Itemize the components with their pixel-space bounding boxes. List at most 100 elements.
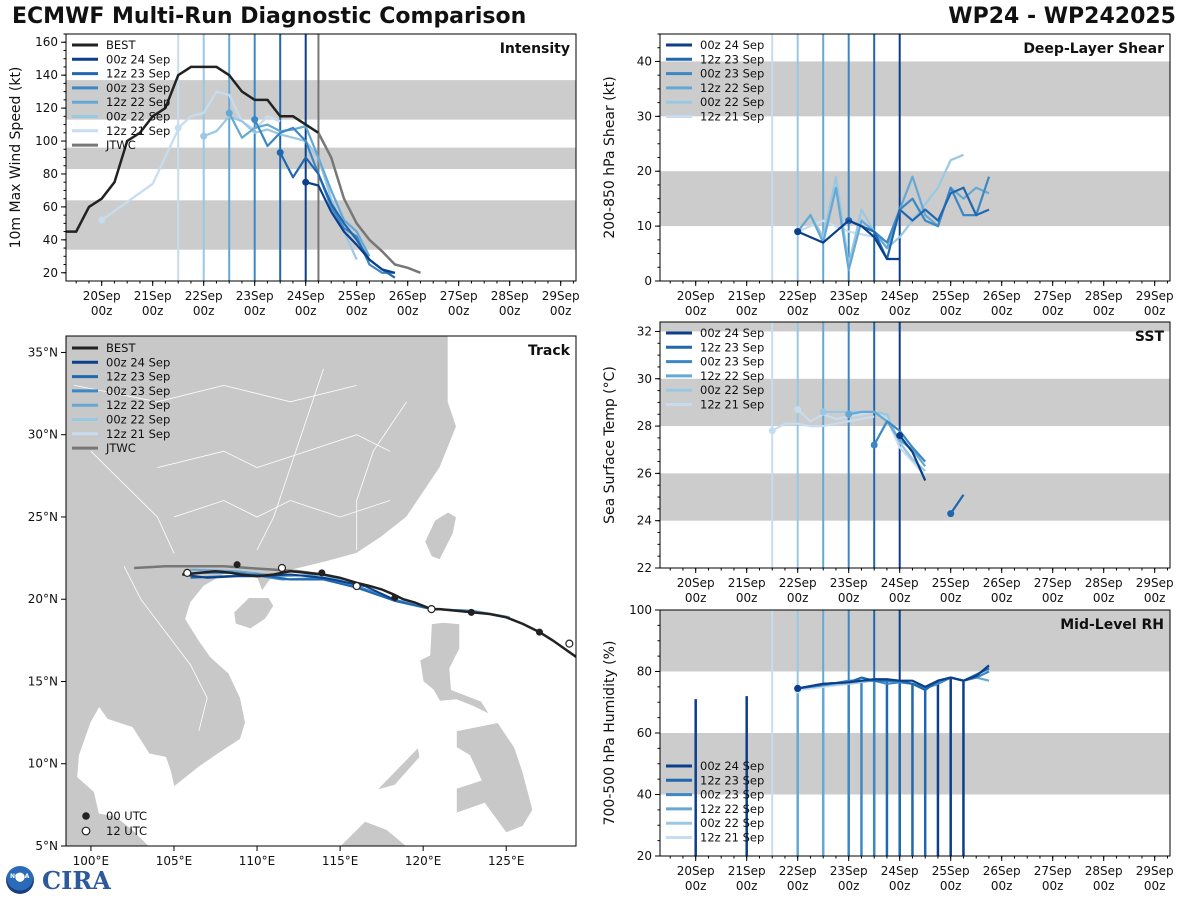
rh-band [660,610,1170,672]
sst-ytick-label: 28 [637,419,652,433]
sst-xtick-label: 26Sep [983,576,1021,590]
intensity-legend-label: BEST [106,38,136,52]
rh-legend-label: 12z 21 Sep [700,831,764,845]
rh-xtick-label: 00z [685,879,707,893]
shear-xtick-label: 29Sep [1136,289,1174,303]
intensity-legend-label: 00z 23 Sep [106,81,170,95]
sst-xtick-label: 25Sep [932,576,970,590]
sst-ytick-label: 26 [637,466,652,480]
intensity-jtwc-line [317,132,421,274]
intensity-xtick-label: 20Sep [83,289,121,303]
shear-xtick-label: 00z [787,304,809,318]
track-border-line [90,450,175,554]
sst-xtick-label: 00z [1042,591,1064,605]
rh-xtick-label: 22Sep [779,864,817,878]
intensity-xtick-label: 00z [448,304,470,318]
sst-xtick-label: 00z [736,591,758,605]
track-ytick-label: 5°N [35,839,58,853]
storm-id-label: WP24 - WP242025 [948,4,1176,29]
sst-series-start-dot [896,432,904,440]
shear-ytick-label: 10 [637,219,652,233]
sst-series-start-dot [845,410,853,418]
intensity-legend-label: JTWC [105,138,136,152]
rh-ytick-label: 100 [629,603,652,617]
sst-legend-label: 00z 22 Sep [700,383,764,397]
rh-ylabel: 700-500 hPa Humidity (%) [602,641,618,826]
track-marker-12utc [277,563,287,573]
track-border-line [123,566,208,731]
intensity-xtick-label: 00z [499,304,521,318]
rh-xtick-label: 27Sep [1034,864,1072,878]
track-map-area [66,336,576,846]
shear-xtick-label: 24Sep [881,289,919,303]
intensity-xtick-label: 28Sep [491,289,529,303]
rh-legend-label: 00z 23 Sep [700,788,764,802]
shear-series-start-dot [794,228,802,236]
intensity-xtick-label: 24Sep [287,289,325,303]
sst-xtick-label: 24Sep [881,576,919,590]
sst-xtick-label: 00z [889,591,911,605]
rh-legend-label: 12z 23 Sep [700,773,764,787]
rh-ytick-label: 80 [637,665,652,679]
track-marker-00utc [233,561,241,569]
intensity-xtick-label: 00z [397,304,419,318]
panel-track: 100°E 105°E 110°E 115°E 120°E 125°E 5°N 10°N 15°… [28,335,577,868]
sst-xtick-label: 20Sep [677,576,715,590]
intensity-ytick-label: 100 [35,134,58,148]
shear-ytick-label: 30 [637,109,652,123]
intensity-series-line [305,181,396,274]
track-legend-label: 12z 23 Sep [106,370,170,384]
shear-xtick-label: 28Sep [1085,289,1123,303]
intensity-ytick-label: 140 [35,68,58,82]
sst-legend-label: 00z 23 Sep [700,355,764,369]
track-border-line [74,384,357,403]
intensity-legend-label: 12z 23 Sep [106,67,170,81]
intensity-xtick-label: 26Sep [389,289,427,303]
intensity-series-start-dot [276,149,284,157]
rh-series-start-dot [794,684,802,692]
sst-xtick-label: 23Sep [830,576,868,590]
cira-logo: NOAA CIRA [4,864,114,898]
rh-title: Mid-Level RH [1060,617,1164,633]
intensity-series-start-dot [174,124,182,132]
sst-band [660,473,1170,521]
shear-xtick-label: 20Sep [677,289,715,303]
sst-title: SST [1135,329,1165,345]
shear-xtick-label: 00z [940,304,962,318]
shear-legend-label: 00z 22 Sep [700,95,764,109]
shear-xtick-label: 00z [736,304,758,318]
panel-shear: 01020304020Sep00z21Sep00z22Sep00z23Sep00… [602,33,1174,318]
intensity-ylabel: 10m Max Wind Speed (kt) [8,67,24,249]
rh-xtick-label: 21Sep [728,864,766,878]
noaa-emblem-text: NOAA [10,873,30,880]
shear-band [660,61,1170,117]
track-xtick-label: 110°E [239,854,276,868]
track-landmass [375,746,421,791]
track-xtick-label: 105°E [156,854,193,868]
intensity-xtick-label: 00z [91,304,113,318]
track-legend-00utc-marker [82,812,90,820]
shear-xtick-label: 21Sep [728,289,766,303]
intensity-xtick-label: 00z [295,304,317,318]
rh-ytick-label: 40 [637,788,652,802]
sst-series-start-dot [768,427,776,435]
rh-legend-label: 00z 22 Sep [700,816,764,830]
panel-sst: 22242628303220Sep00z21Sep00z22Sep00z23Se… [602,321,1174,605]
sst-series-start-dot [947,510,955,518]
panel-intensity: 2040608010012014016020Sep00z21Sep00z22Se… [8,33,580,318]
track-marker-00utc [535,628,543,636]
track-ytick-label: 15°N [28,674,58,688]
sst-legend-label: 12z 22 Sep [700,369,764,383]
rh-xtick-label: 00z [787,879,809,893]
track-best-line [182,570,576,658]
intensity-ytick-label: 40 [43,233,58,247]
sst-xtick-label: 00z [1093,591,1115,605]
shear-legend-label: 12z 21 Sep [700,110,764,124]
rh-legend-label: 00z 24 Sep [700,759,764,773]
rh-xtick-label: 26Sep [983,864,1021,878]
rh-xtick-label: 00z [991,879,1013,893]
shear-legend-label: 12z 23 Sep [700,52,764,66]
rh-xtick-label: 24Sep [881,864,919,878]
panel-rh: 2040608010020Sep00z21Sep00z22Sep00z23Sep… [602,603,1174,893]
